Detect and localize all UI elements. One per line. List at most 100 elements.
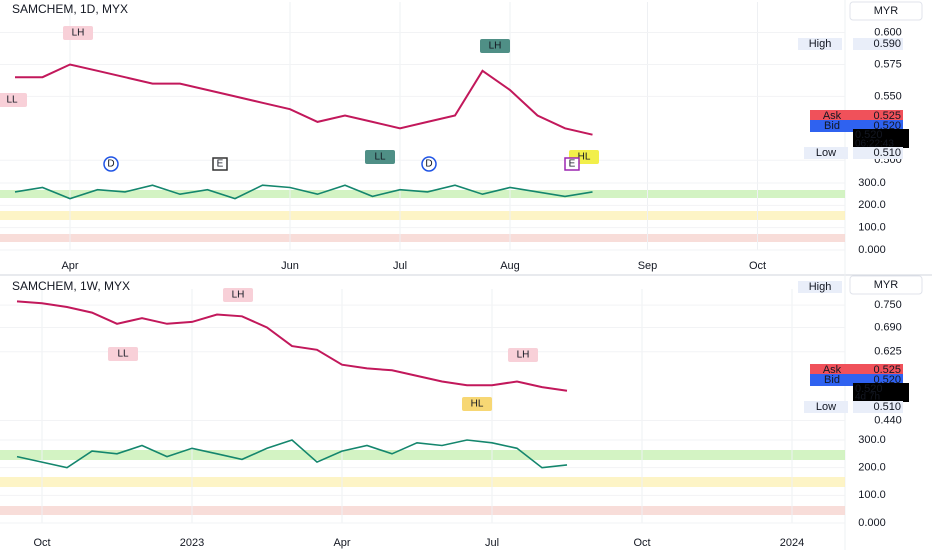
bid_label-tag bbox=[810, 374, 854, 386]
bid-text: 0.520 bbox=[873, 120, 901, 132]
indicator-band bbox=[0, 450, 845, 460]
ask-tag bbox=[853, 364, 903, 376]
pivot-label: D bbox=[425, 159, 432, 170]
y2-tick-label: 300.0 bbox=[858, 434, 886, 446]
ask_label-tag bbox=[810, 364, 854, 376]
indicator-band bbox=[0, 506, 845, 515]
pivot-label: LH bbox=[232, 290, 245, 301]
pivot-label: E bbox=[217, 159, 224, 170]
x-tick-label: Apr bbox=[61, 260, 78, 272]
currency-label[interactable]: MYR bbox=[874, 279, 899, 291]
x-tick-label: Aug bbox=[500, 260, 520, 272]
pivot-label: LL bbox=[374, 152, 386, 163]
pivot-label: HL bbox=[471, 399, 484, 410]
y-tick-label: 0.550 bbox=[874, 90, 902, 102]
pivot-label: D bbox=[107, 159, 114, 170]
low-tag bbox=[853, 401, 903, 413]
indicator-band bbox=[0, 234, 845, 242]
last-price: 0.520 bbox=[855, 129, 883, 141]
x-tick-label: Apr bbox=[333, 537, 350, 549]
ask_label-tag bbox=[810, 110, 854, 122]
pivot-label: HL bbox=[578, 152, 591, 163]
y2-tick-label: 100.0 bbox=[858, 489, 886, 501]
high_label-text: High bbox=[809, 38, 832, 50]
price-line bbox=[16, 300, 568, 392]
last-price: 0.520 bbox=[855, 383, 883, 395]
pivot-label-box bbox=[0, 93, 27, 107]
high-tag bbox=[853, 38, 903, 50]
currency-button[interactable] bbox=[849, 1, 923, 21]
indicator-line bbox=[14, 184, 593, 200]
price-line bbox=[15, 63, 593, 136]
x-tick-label: Jul bbox=[485, 537, 499, 549]
low_label-text: Low bbox=[816, 147, 836, 159]
last-price-box bbox=[853, 383, 909, 402]
pivot-label-box bbox=[108, 347, 138, 361]
pivot-label-box bbox=[508, 348, 538, 362]
ask_label-text: Ask bbox=[823, 364, 842, 376]
bid_label-text: Bid bbox=[824, 120, 840, 132]
x-tick-label: Jul bbox=[393, 260, 407, 272]
chart-title: SAMCHEM, 1D, MYX bbox=[12, 2, 128, 16]
high-text: 0.590 bbox=[873, 38, 901, 50]
pivot-label: LH bbox=[72, 28, 85, 39]
y-tick-label: 0.750 bbox=[874, 299, 902, 311]
indicator-line bbox=[16, 439, 568, 469]
ask-text: 0.525 bbox=[873, 364, 901, 376]
x-tick-label: 2024 bbox=[780, 537, 804, 549]
bar-countdown: 4d 7h bbox=[855, 392, 880, 403]
pivot-label-box bbox=[63, 26, 93, 40]
low-text: 0.510 bbox=[873, 147, 901, 159]
low_label-tag bbox=[804, 401, 848, 413]
x-tick-label: Sep bbox=[638, 260, 658, 272]
indicator-band bbox=[0, 477, 845, 487]
bid_label-tag bbox=[810, 120, 854, 132]
y-tick-label: 0.600 bbox=[874, 26, 902, 38]
high_label-tag bbox=[798, 38, 842, 50]
x-tick-label: Oct bbox=[749, 260, 766, 272]
bid_label-text: Bid bbox=[824, 374, 840, 386]
pivot-label-box bbox=[480, 39, 510, 53]
x-tick-label: Oct bbox=[33, 537, 50, 549]
event-marker bbox=[421, 156, 437, 172]
pivot-label-box bbox=[462, 397, 492, 411]
y2-tick-label: 200.0 bbox=[858, 199, 886, 211]
indicator-band bbox=[0, 211, 845, 220]
chart-title: SAMCHEM, 1W, MYX bbox=[12, 279, 130, 293]
pivot-label-box bbox=[365, 150, 395, 164]
currency-button[interactable] bbox=[849, 275, 923, 295]
high_label-tag bbox=[798, 281, 842, 293]
pivot-label: LL bbox=[6, 95, 18, 106]
pivot-label-box bbox=[223, 288, 253, 302]
event-marker bbox=[212, 157, 228, 171]
y-tick-label: 0.575 bbox=[874, 58, 902, 70]
bid-text: 0.520 bbox=[873, 374, 901, 386]
low_label-text: Low bbox=[816, 401, 836, 413]
currency-label[interactable]: MYR bbox=[874, 5, 899, 17]
high_label-text: High bbox=[809, 281, 832, 293]
ask-tag bbox=[853, 110, 903, 122]
y2-tick-label: 0.000 bbox=[858, 517, 886, 529]
ask-text: 0.525 bbox=[873, 110, 901, 122]
x-tick-label: Oct bbox=[633, 537, 650, 549]
y2-tick-label: 100.0 bbox=[858, 222, 886, 234]
y2-tick-label: 200.0 bbox=[858, 462, 886, 474]
pivot-label: LH bbox=[489, 41, 502, 52]
ask_label-text: Ask bbox=[823, 110, 842, 122]
low-text: 0.510 bbox=[873, 401, 901, 413]
y2-tick-label: 300.0 bbox=[858, 177, 886, 189]
low_label-tag bbox=[804, 147, 848, 159]
chart-pane: Oct 2023 Apr Jul Oct 2024 0.440 0.625 0.690 0.750… bbox=[0, 275, 923, 549]
low-tag bbox=[853, 147, 903, 159]
chart-pane: Apr Jun Jul Aug Sep Oct0.5000.5500.5750.6000.… bbox=[0, 1, 923, 272]
last-price-box bbox=[853, 129, 909, 148]
y-tick-label: 0.440 bbox=[874, 414, 902, 426]
x-tick-label: 2023 bbox=[180, 537, 204, 549]
indicator-band bbox=[0, 190, 845, 198]
bar-countdown: 06:22:43 bbox=[855, 139, 894, 150]
y-tick-label: 0.690 bbox=[874, 321, 902, 333]
y2-tick-label: 0.000 bbox=[858, 244, 886, 256]
event-marker bbox=[564, 157, 580, 171]
x-tick-label: Jun bbox=[281, 260, 299, 272]
